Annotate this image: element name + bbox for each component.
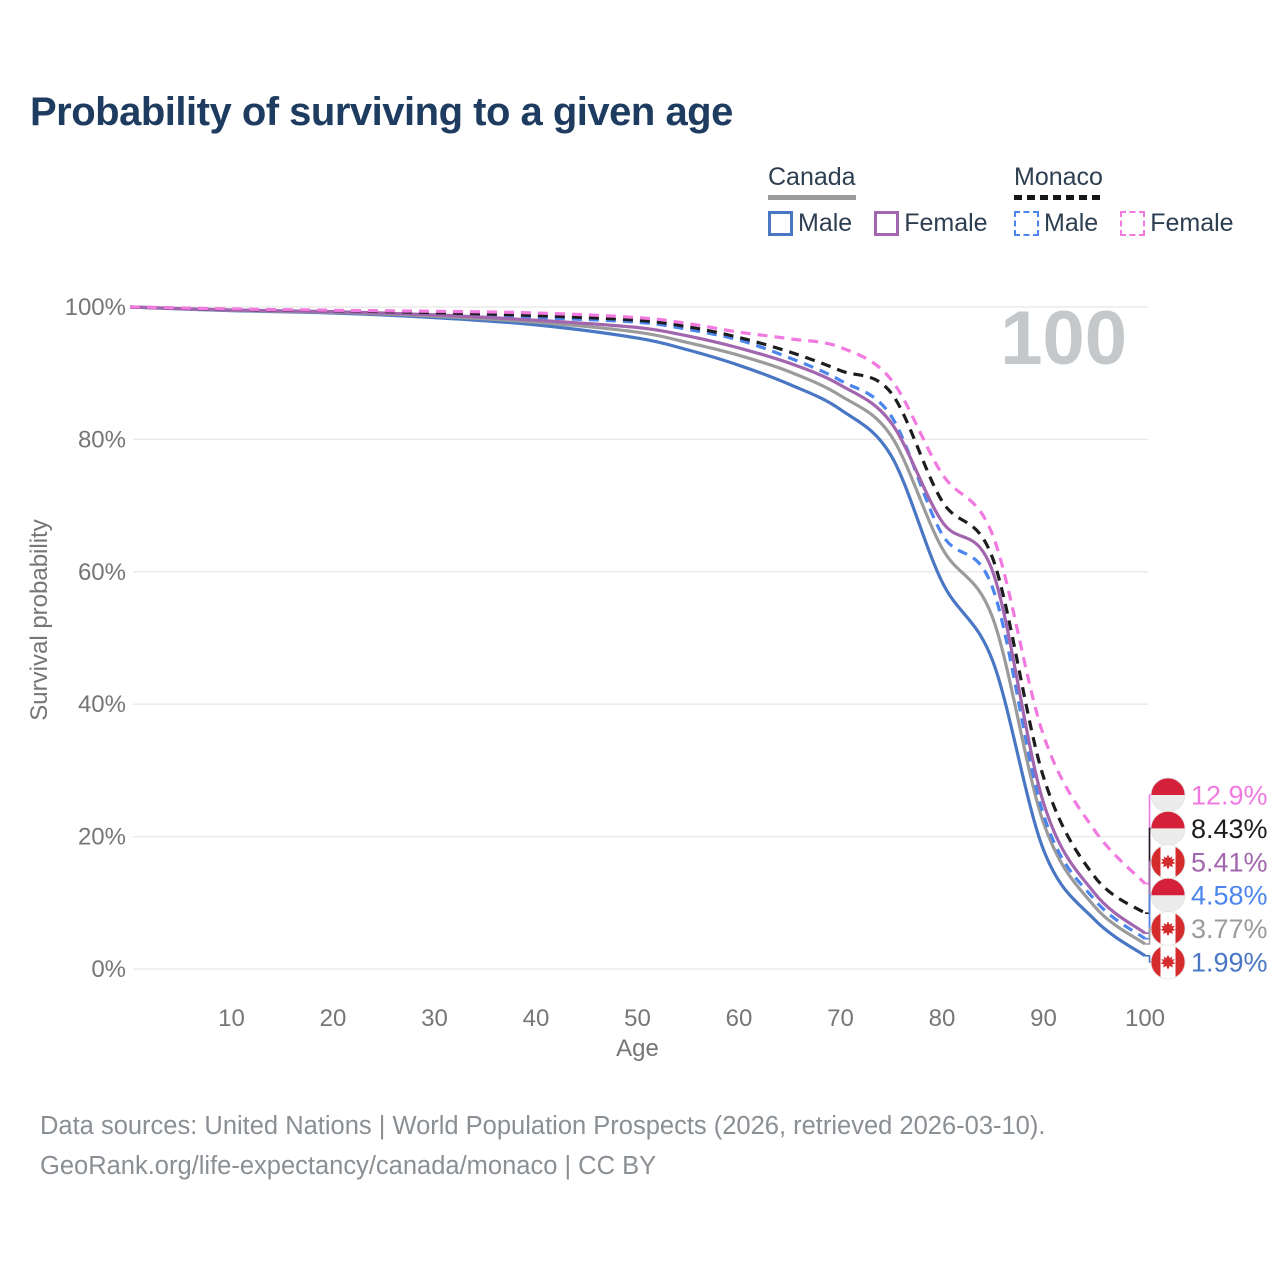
x-tick-label: 10 bbox=[218, 1005, 245, 1032]
leader-monaco-male bbox=[1145, 894, 1152, 940]
legend-item-monaco-male: Male bbox=[1014, 209, 1098, 238]
y-tick-label: 40% bbox=[78, 691, 126, 718]
legend-group-monaco: Monaco Male Female bbox=[1014, 163, 1234, 238]
footer: Data sources: United Nations | World Pop… bbox=[40, 1106, 1045, 1186]
hover-age-watermark: 100 bbox=[1000, 296, 1127, 381]
canada-flag-icon bbox=[1150, 944, 1186, 980]
legend-swatch-monaco-female bbox=[1120, 211, 1146, 236]
curve-canada-female bbox=[129, 305, 1146, 935]
leader-monaco-overall bbox=[1145, 827, 1152, 915]
x-tick-label: 30 bbox=[421, 1005, 448, 1032]
x-tick-label: 100 bbox=[1125, 1005, 1165, 1032]
x-tick-label: 90 bbox=[1030, 1005, 1057, 1032]
canada-flag-icon bbox=[1150, 844, 1186, 880]
y-tick-label: 0% bbox=[91, 956, 126, 983]
end-label-canada-overall: 3.77% bbox=[1191, 914, 1268, 944]
plot-area[interactable] bbox=[133, 307, 1145, 969]
footer-attribution: GeoRank.org/life-expectancy/canada/monac… bbox=[40, 1152, 657, 1180]
y-tick-label: 60% bbox=[78, 559, 126, 586]
legend-label-canada-male: Male bbox=[798, 209, 853, 237]
y-tick-label: 100% bbox=[65, 294, 126, 321]
legend-label-canada-female: Female bbox=[904, 209, 988, 237]
end-label-monaco-male: 4.58% bbox=[1191, 881, 1268, 911]
x-axis-label: Age bbox=[616, 1035, 659, 1062]
end-label-canada-male: 1.99% bbox=[1191, 948, 1268, 978]
legend-group-canada: Canada Male Female bbox=[768, 163, 988, 238]
legend-label-monaco-female: Female bbox=[1150, 209, 1234, 237]
legend-swatch-canada-female bbox=[874, 211, 900, 236]
leader-monaco-female bbox=[1145, 794, 1152, 885]
legend-item-monaco-female: Female bbox=[1120, 209, 1234, 238]
x-tick-label: 50 bbox=[624, 1005, 651, 1032]
curve-monaco-overall bbox=[129, 305, 1146, 915]
end-label-monaco-overall: 8.43% bbox=[1191, 814, 1268, 844]
y-tick-label: 20% bbox=[78, 824, 126, 851]
x-tick-label: 80 bbox=[929, 1005, 956, 1032]
monaco-flag-icon bbox=[1150, 777, 1186, 813]
legend-swatch-canada-overall bbox=[768, 195, 856, 200]
page-title: Probability of surviving to a given age bbox=[30, 90, 733, 134]
monaco-flag-icon bbox=[1150, 811, 1186, 846]
legend-country-monaco: Monaco bbox=[1014, 163, 1103, 191]
footer-data-sources: Data sources: United Nations | World Pop… bbox=[40, 1112, 1046, 1140]
legend-swatch-monaco-overall bbox=[1014, 195, 1102, 200]
x-tick-label: 70 bbox=[827, 1005, 854, 1032]
canada-flag-icon bbox=[1150, 911, 1186, 946]
monaco-flag-icon bbox=[1150, 877, 1186, 913]
x-tick-label: 60 bbox=[726, 1005, 753, 1032]
legend-swatch-canada-male bbox=[768, 211, 793, 236]
legend-label-monaco-male: Male bbox=[1044, 209, 1099, 237]
y-tick-label: 80% bbox=[78, 426, 126, 453]
x-tick-label: 20 bbox=[320, 1005, 347, 1032]
end-label-canada-female: 5.41% bbox=[1191, 847, 1268, 877]
legend-item-canada-female: Female bbox=[874, 209, 988, 238]
end-label-monaco-female: 12.9% bbox=[1191, 781, 1268, 811]
legend-country-canada: Canada bbox=[768, 163, 856, 191]
x-tick-label: 40 bbox=[523, 1005, 550, 1032]
y-axis-label: Survival probability bbox=[26, 519, 53, 720]
legend-item-canada-male: Male bbox=[768, 209, 852, 238]
legend-swatch-monaco-male bbox=[1014, 211, 1039, 236]
